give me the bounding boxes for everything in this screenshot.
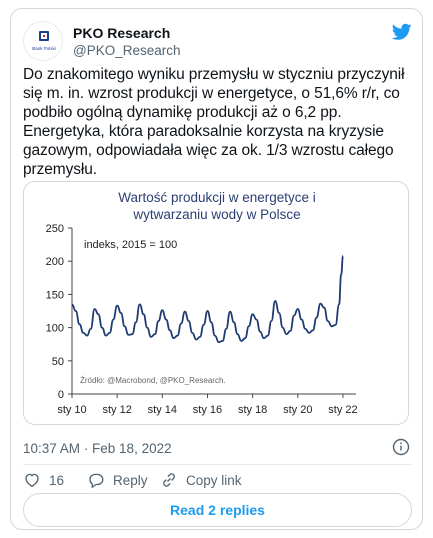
reply-icon bbox=[89, 473, 104, 489]
line-chart: Wartość produkcji w energetyce i wytwarz… bbox=[46, 190, 358, 416]
x-tick-label: sty 14 bbox=[148, 404, 177, 416]
chart-source: Źródło: @Macrobond, @PKO_Research. bbox=[80, 376, 226, 385]
like-button[interactable]: 16 bbox=[23, 471, 64, 489]
divider bbox=[23, 464, 412, 465]
x-tick-label: sty 10 bbox=[57, 404, 86, 416]
display-name[interactable]: PKO Research bbox=[73, 25, 171, 41]
y-tick-label: 50 bbox=[52, 356, 64, 368]
chart-annotation: indeks, 2015 = 100 bbox=[84, 239, 177, 251]
x-tick-label: sty 16 bbox=[193, 404, 222, 416]
y-tick-label: 0 bbox=[58, 389, 64, 401]
like-count: 16 bbox=[49, 472, 65, 488]
info-icon[interactable] bbox=[392, 438, 410, 456]
read-replies-button[interactable]: Read 2 replies bbox=[23, 493, 412, 527]
avatar-caption: Bank Polski bbox=[32, 46, 56, 51]
chart-title-line-1: Wartość produkcji w energetyce i bbox=[118, 190, 316, 205]
y-tick-label: 250 bbox=[46, 223, 64, 235]
tweet-timestamp[interactable]: 10:37 AM · Feb 18, 2022 bbox=[23, 441, 172, 456]
x-tick-label: sty 12 bbox=[102, 404, 131, 416]
chart-axes: 0 50 100 150 200 250 sty 10 sty 12 sty 14 sty 16 s… bbox=[46, 223, 358, 416]
copy-link-label: Copy link bbox=[186, 472, 242, 488]
account-handle[interactable]: @PKO_Research bbox=[73, 43, 181, 58]
twitter-bird-icon[interactable] bbox=[392, 23, 412, 41]
chart-series bbox=[71, 255, 344, 344]
y-tick-label: 200 bbox=[46, 256, 64, 268]
account-names: PKO Research @PKO_Research bbox=[73, 24, 181, 60]
chart-title-line-2: wytwarzaniu wody w Polsce bbox=[132, 207, 300, 222]
tweet-actions: 16 Reply Copy link bbox=[23, 471, 412, 491]
reply-button[interactable]: Reply bbox=[87, 471, 148, 489]
tweet-media-chart[interactable]: Wartość produkcji w energetyce i wytwarz… bbox=[23, 181, 409, 425]
tweet-header: Bank Polski PKO Research @PKO_Research bbox=[23, 21, 412, 63]
reply-label: Reply bbox=[113, 472, 148, 488]
tweet-card: Bank Polski PKO Research @PKO_Research D… bbox=[10, 8, 423, 530]
heart-icon bbox=[25, 473, 39, 488]
avatar[interactable]: Bank Polski bbox=[23, 21, 63, 61]
x-tick-label: sty 22 bbox=[328, 404, 357, 416]
y-tick-label: 150 bbox=[46, 289, 64, 301]
y-tick-label: 100 bbox=[46, 323, 64, 335]
link-icon bbox=[163, 473, 175, 487]
x-tick-label: sty 20 bbox=[283, 404, 312, 416]
copy-link-button[interactable]: Copy link bbox=[160, 471, 242, 489]
x-tick-label: sty 18 bbox=[238, 404, 267, 416]
pko-logo-icon: Bank Polski bbox=[32, 31, 56, 51]
tweet-text: Do znakomitego wyniku przemysłu w styczn… bbox=[23, 66, 409, 178]
series-line-0 bbox=[71, 255, 344, 344]
